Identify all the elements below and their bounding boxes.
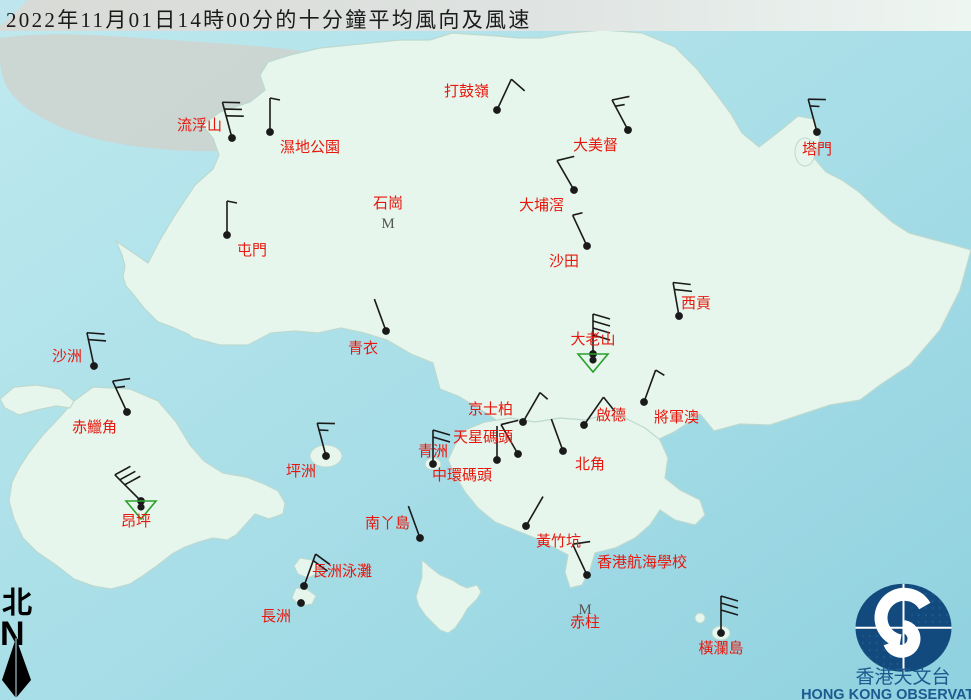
svg-text:長洲: 長洲 [261,609,291,625]
svg-text:黃竹坑: 黃竹坑 [536,533,581,550]
svg-text:啟德: 啟德 [596,406,626,424]
svg-text:HONG KONG OBSERVATORY: HONG KONG OBSERVATORY [801,687,971,700]
svg-text:大老山: 大老山 [570,331,615,348]
svg-text:將軍澳: 將軍澳 [654,409,699,426]
svg-text:坪洲: 坪洲 [286,463,316,480]
svg-text:北角: 北角 [575,456,605,473]
svg-text:青洲: 青洲 [418,443,448,460]
svg-text:長洲泳灘: 長洲泳灘 [312,563,372,580]
svg-text:打鼓嶺: 打鼓嶺 [444,83,489,100]
svg-text:中環碼頭: 中環碼頭 [432,467,492,484]
svg-text:昂坪: 昂坪 [121,513,151,530]
svg-text:香港航海學校: 香港航海學校 [597,553,687,571]
svg-text:N: N [0,615,25,653]
svg-text:赤鱲角: 赤鱲角 [72,419,117,436]
svg-text:橫瀾島: 橫瀾島 [698,640,743,657]
svg-text:沙洲: 沙洲 [52,349,82,365]
svg-text:M: M [381,216,394,232]
svg-text:M: M [578,602,591,618]
svg-text:天星碼頭: 天星碼頭 [453,429,513,446]
svg-text:石崗: 石崗 [373,195,403,212]
svg-text:大美督: 大美督 [573,137,618,154]
svg-text:大埔滘: 大埔滘 [519,197,564,214]
svg-text:香港天文台: 香港天文台 [855,666,950,688]
svg-text:流浮山: 流浮山 [177,117,222,134]
svg-text:屯門: 屯門 [237,242,267,259]
svg-text:沙田: 沙田 [549,254,579,270]
svg-text:塔門: 塔門 [802,141,832,158]
svg-text:西貢: 西貢 [681,296,711,312]
svg-text:青衣: 青衣 [348,340,378,357]
svg-text:南丫島: 南丫島 [365,515,410,532]
svg-text:濕地公園: 濕地公園 [280,139,340,156]
svg-text:京士柏: 京士柏 [468,401,513,418]
